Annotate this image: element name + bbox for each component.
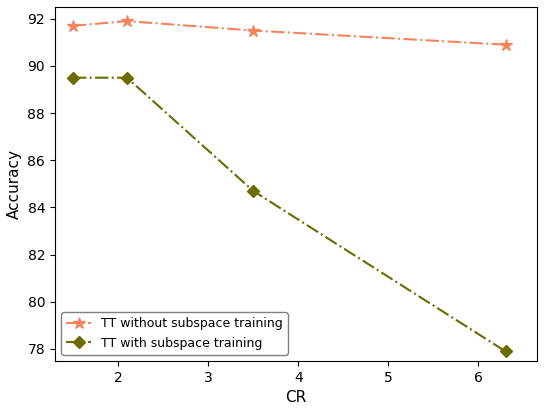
Line: TT without subspace training: TT without subspace training bbox=[67, 15, 512, 51]
TT with subspace training bbox=[502, 349, 509, 354]
TT with subspace training bbox=[70, 75, 76, 80]
TT with subspace training bbox=[124, 75, 131, 80]
TT without subspace training bbox=[70, 23, 76, 28]
TT without subspace training bbox=[502, 42, 509, 47]
X-axis label: CR: CR bbox=[286, 390, 307, 405]
TT with subspace training bbox=[250, 188, 256, 193]
TT without subspace training bbox=[250, 28, 256, 33]
Line: TT with subspace training: TT with subspace training bbox=[69, 74, 510, 356]
Y-axis label: Accuracy: Accuracy bbox=[7, 149, 22, 219]
TT without subspace training bbox=[124, 19, 131, 23]
Legend: TT without subspace training, TT with subspace training: TT without subspace training, TT with su… bbox=[61, 312, 288, 355]
